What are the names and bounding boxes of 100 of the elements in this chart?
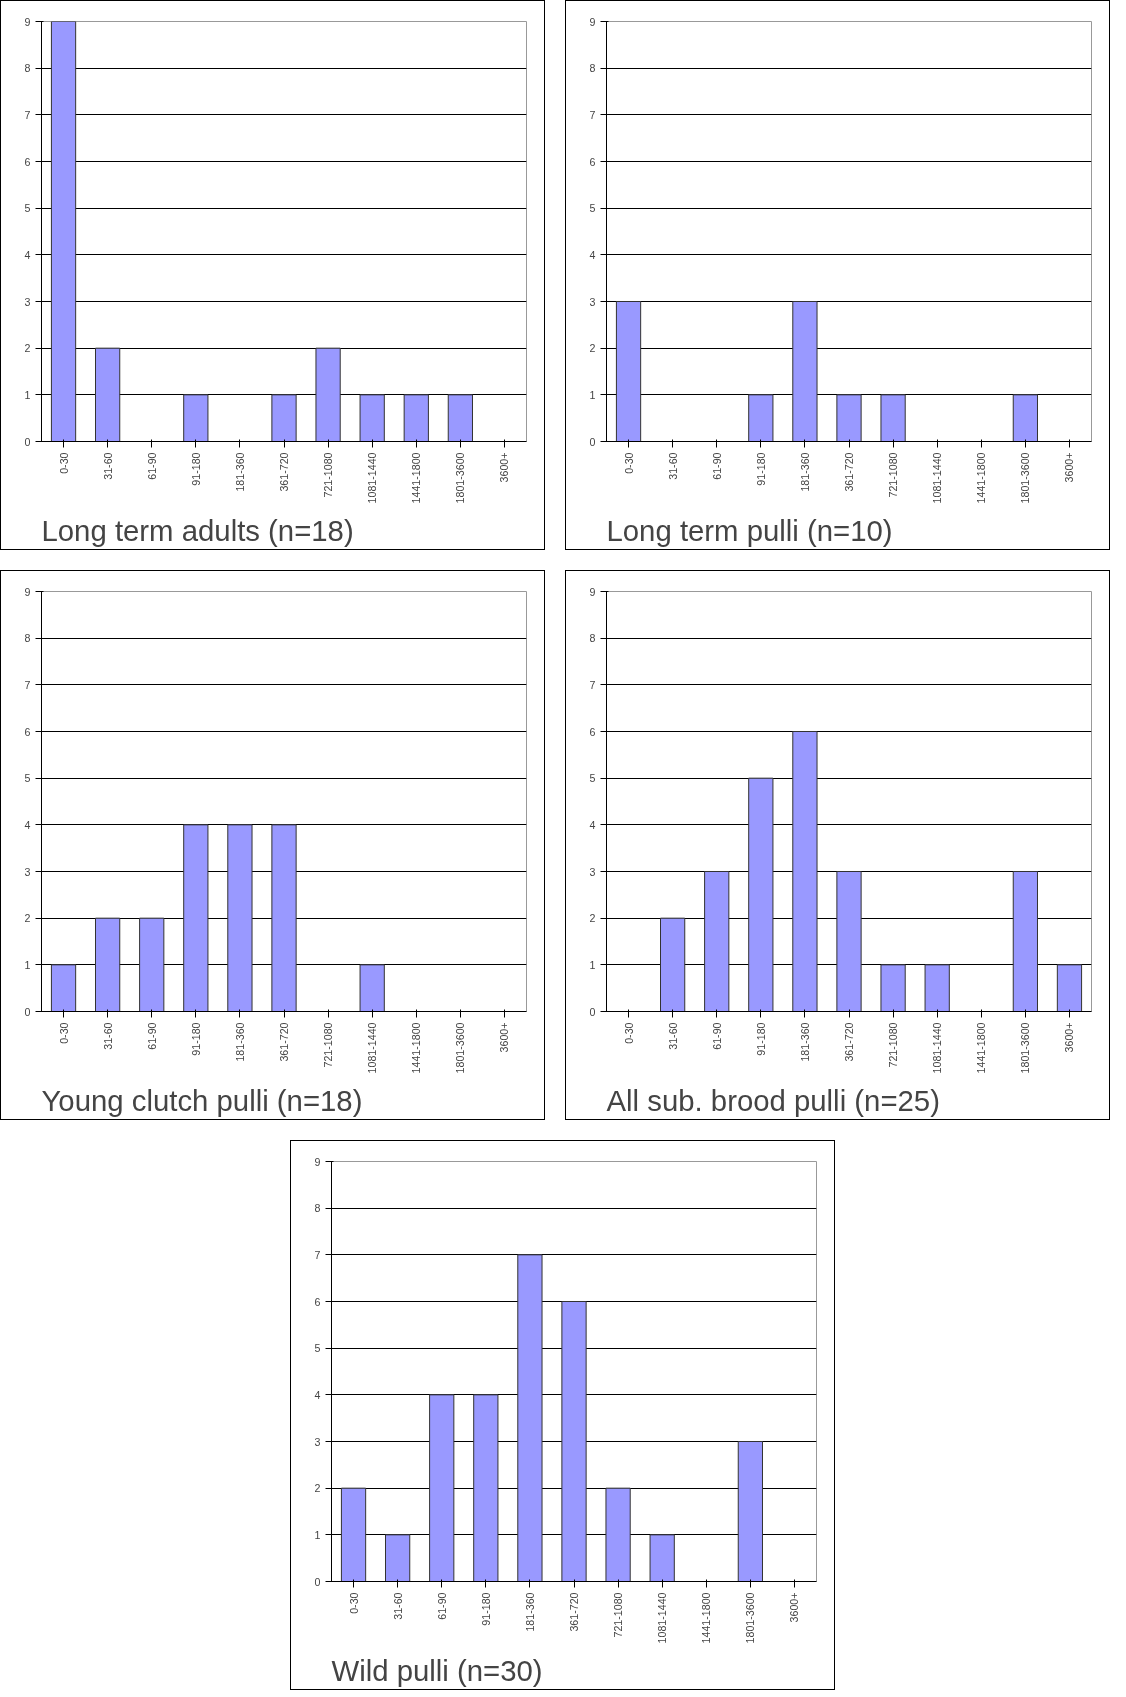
x-tick-label: 361-720 <box>278 452 290 492</box>
x-tick-label: 721-1080 <box>322 452 335 498</box>
x-tick-label: 3600+ <box>1063 1022 1076 1053</box>
y-tick-label: 3 <box>24 295 31 308</box>
x-tick-label: 31-60 <box>391 1592 404 1620</box>
y-tick-label: 7 <box>589 678 596 691</box>
x-tick-label: 1801-3600 <box>454 452 467 504</box>
y-tick-label: 6 <box>24 725 31 738</box>
y-tick-label: 8 <box>24 632 31 645</box>
y-tick-label: 3 <box>314 1435 321 1448</box>
text: Wild pulli (n=30) <box>331 1653 543 1687</box>
y-tick-label: 7 <box>24 108 31 121</box>
x-tick-label: 1081-1440 <box>931 452 944 504</box>
text: Young clutch pulli (n=18) <box>41 1083 363 1117</box>
bar <box>561 1301 587 1582</box>
y-tick-label: 1 <box>589 388 596 401</box>
y-tick-label: 2 <box>314 1482 321 1495</box>
x-tick-label: 721-1080 <box>887 1022 900 1068</box>
y-tick-label: 4 <box>24 818 31 831</box>
y-tick-label: 6 <box>589 155 596 168</box>
bar <box>748 777 774 1012</box>
y-tick-label: 9 <box>314 1155 321 1168</box>
x-tick-label: 31-60 <box>666 452 679 480</box>
bar <box>1056 964 1083 1012</box>
text: All sub. brood pulli (n=25) <box>606 1083 940 1117</box>
x-tick-label: 1801-3600 <box>744 1592 757 1644</box>
y-tick-label: 4 <box>589 818 596 831</box>
bar <box>315 347 341 442</box>
x-tick-label: 181-360 <box>798 1022 811 1062</box>
y-tick-label: 2 <box>589 342 596 355</box>
bar <box>139 917 165 1012</box>
y-tick-label: 7 <box>314 1248 321 1261</box>
x-tick-label: 0-30 <box>57 1022 70 1044</box>
y-tick-label: 8 <box>589 632 596 645</box>
bar <box>50 964 77 1012</box>
y-tick-label: 5 <box>24 772 31 785</box>
bar <box>359 394 385 442</box>
bar <box>517 1254 543 1582</box>
x-tick-label: 361-720 <box>278 1022 290 1062</box>
text: Long term pulli (n=10) <box>606 513 893 547</box>
y-tick-label: 4 <box>314 1388 321 1401</box>
y-tick-label: 8 <box>314 1202 321 1215</box>
bar <box>704 871 730 1012</box>
x-tick-label: 31-60 <box>101 452 114 480</box>
y-tick-label: 1 <box>24 388 31 401</box>
y-tick-label: 7 <box>24 678 31 691</box>
bar <box>359 964 385 1012</box>
bar <box>737 1441 763 1582</box>
x-tick-label: 31-60 <box>101 1022 114 1050</box>
bar <box>385 1534 411 1582</box>
y-tick-label: 9 <box>589 15 596 28</box>
x-tick-label: 3600+ <box>1063 452 1076 483</box>
x-tick-label: 61-90 <box>145 1022 158 1050</box>
x-tick-label: 91-180 <box>754 1022 767 1056</box>
bar <box>340 1487 367 1582</box>
x-tick-label: 0-30 <box>57 452 70 474</box>
x-tick-label: 1801-3600 <box>1019 1022 1032 1074</box>
y-tick-label: 4 <box>24 248 31 261</box>
bar <box>183 824 209 1012</box>
y-tick-label: 7 <box>589 108 596 121</box>
x-tick-label: 181-360 <box>523 1592 536 1632</box>
bar <box>447 394 473 442</box>
y-tick-label: 3 <box>589 865 596 878</box>
bar <box>183 394 209 442</box>
x-tick-label: 1801-3600 <box>454 1022 467 1074</box>
bar <box>880 964 906 1012</box>
y-tick-label: 0 <box>589 435 596 448</box>
y-tick-label: 0 <box>314 1575 321 1588</box>
x-tick-label: 61-90 <box>145 452 158 480</box>
y-tick-label: 1 <box>24 958 31 971</box>
bar <box>1012 871 1038 1012</box>
x-tick-label: 1441-1800 <box>410 1022 423 1074</box>
y-tick-label: 9 <box>589 585 596 598</box>
bar <box>50 21 77 442</box>
x-tick-label: 181-360 <box>233 452 246 492</box>
bar <box>95 347 121 442</box>
x-tick-label: 361-720 <box>568 1592 580 1632</box>
bar <box>924 964 950 1012</box>
y-tick-label: 1 <box>314 1528 321 1541</box>
bar <box>95 917 121 1012</box>
y-tick-label: 9 <box>24 585 31 598</box>
text: Long term adults (n=18) <box>41 513 354 547</box>
y-tick-label: 5 <box>589 772 596 785</box>
x-tick-label: 0-30 <box>622 1022 635 1044</box>
y-tick-label: 6 <box>24 155 31 168</box>
x-tick-label: 91-180 <box>189 1022 202 1056</box>
y-tick-label: 0 <box>24 435 31 448</box>
bar <box>271 394 297 442</box>
bar <box>473 1394 499 1582</box>
x-tick-label: 91-180 <box>189 452 202 486</box>
bar <box>429 1394 455 1582</box>
y-tick-label: 2 <box>24 342 31 355</box>
bar <box>660 917 686 1012</box>
y-tick-label: 0 <box>24 1005 31 1018</box>
y-tick-label: 5 <box>314 1342 321 1355</box>
x-tick-label: 61-90 <box>435 1592 448 1620</box>
x-tick-label: 361-720 <box>843 1022 855 1062</box>
y-tick-label: 6 <box>589 725 596 738</box>
x-tick-label: 1081-1440 <box>656 1592 669 1644</box>
x-tick-label: 0-30 <box>347 1592 360 1614</box>
